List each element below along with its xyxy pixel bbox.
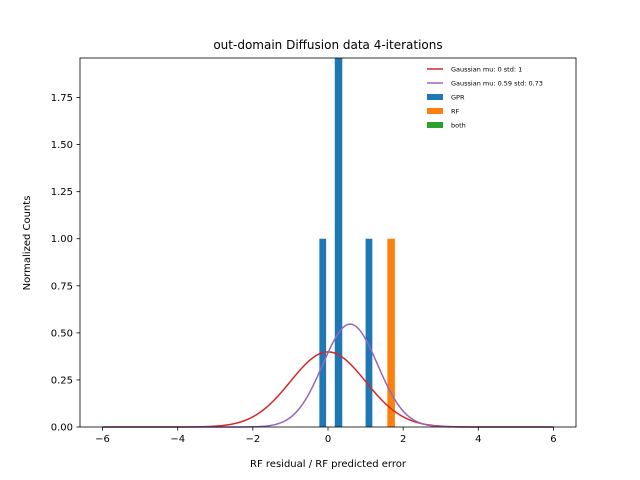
gaussian-line-1 — [102, 351, 554, 428]
x-tick-label: −2 — [245, 434, 260, 445]
legend-entry-label: both — [451, 121, 466, 129]
legend-bar-swatch — [427, 94, 443, 100]
legend-entry-label: GPR — [451, 93, 465, 101]
bar-rf-1 — [387, 238, 395, 427]
x-axis: −6 −4 −2 0 2 4 6 — [95, 427, 557, 445]
plot-frame — [79, 57, 577, 428]
legend-entry-label: RF — [451, 107, 460, 115]
bars-layer — [319, 58, 395, 427]
x-tick-label: 4 — [475, 434, 481, 445]
y-tick-label: 0.25 — [51, 375, 73, 386]
x-tick-label: 0 — [325, 434, 331, 445]
bar-gpr-1 — [319, 238, 327, 427]
x-tick-label: −6 — [95, 434, 110, 445]
x-axis-label: RF residual / RF predicted error — [250, 459, 407, 470]
legend-bar-swatch — [427, 122, 443, 128]
legend-bar-swatch — [427, 108, 443, 114]
gaussian-line-2 — [102, 323, 554, 428]
y-tick-label: 0.00 — [51, 423, 73, 434]
chart-title: out-domain Diffusion data 4-iterations — [213, 38, 442, 52]
y-tick-label: 0.50 — [51, 328, 73, 339]
legend: Gaussian mu: 0 std: 1 Gaussian mu: 0.59 s… — [427, 65, 543, 129]
y-tick-label: 1.00 — [51, 234, 73, 245]
x-tick-label: 2 — [400, 434, 406, 445]
x-tick-label: 6 — [550, 434, 556, 445]
y-tick-label: 1.75 — [51, 93, 73, 104]
y-tick-label: 1.50 — [51, 140, 73, 151]
y-tick-label: 1.25 — [51, 187, 73, 198]
bar-gpr-2 — [334, 58, 343, 427]
y-axis: 0.00 0.25 0.50 0.75 1.00 1.25 1.50 1.75 — [51, 93, 80, 434]
lines-layer — [102, 323, 554, 428]
x-tick-label: −4 — [170, 434, 185, 445]
legend-entry-label: Gaussian mu: 0 std: 1 — [451, 65, 522, 73]
y-tick-label: 0.75 — [51, 281, 73, 292]
bar-gpr-3 — [365, 238, 373, 427]
y-axis-label: Normalized Counts — [22, 196, 33, 291]
legend-entry-label: Gaussian mu: 0.59 std: 0.73 — [451, 79, 543, 87]
